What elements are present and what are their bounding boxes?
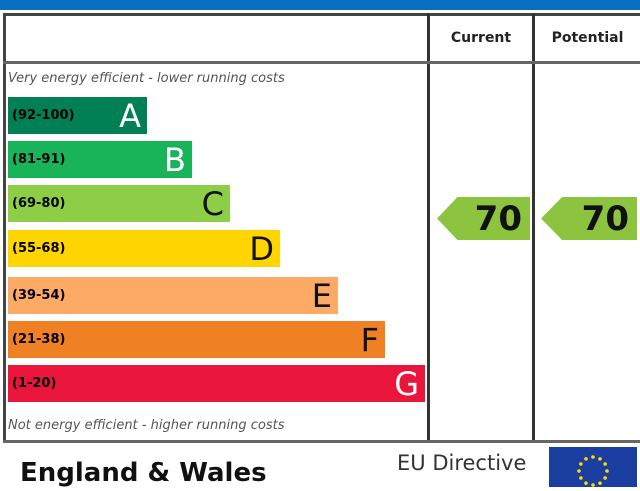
band-f: (21-38) F	[8, 320, 385, 359]
band-d: (55-68) D	[8, 229, 280, 268]
band-letter: B	[164, 140, 186, 179]
band-letter: F	[360, 320, 379, 359]
band-letter: D	[249, 229, 274, 268]
potential-rating-arrow: 70	[541, 197, 637, 240]
current-header: Current	[450, 30, 512, 46]
divider	[427, 13, 430, 443]
band-range: (55-68)	[12, 241, 66, 256]
band-letter: C	[201, 184, 224, 223]
eu-flag-icon	[549, 447, 637, 487]
band-range: (92-100)	[12, 108, 75, 123]
potential-header: Potential	[551, 30, 624, 46]
band-letter: A	[119, 96, 141, 135]
band-c: (69-80) C	[8, 184, 230, 223]
band-range: (39-54)	[12, 288, 66, 303]
bottom-note: Not energy efficient - higher running co…	[8, 418, 285, 433]
band-e: (39-54) E	[8, 276, 338, 315]
band-a: (92-100) A	[8, 96, 147, 135]
divider	[3, 440, 640, 443]
band-range: (69-80)	[12, 196, 66, 211]
divider	[532, 13, 535, 443]
band-letter: G	[394, 364, 419, 403]
band-letter: E	[311, 276, 332, 315]
eu-directive-label: EU Directive	[397, 451, 527, 475]
band-range: (81-91)	[12, 152, 66, 167]
band-b: (81-91) B	[8, 140, 192, 179]
divider	[3, 61, 640, 64]
band-g: (1-20) G	[8, 364, 425, 403]
top-note: Very energy efficient - lower running co…	[8, 71, 285, 86]
title-bar	[0, 0, 640, 10]
current-rating-arrow: 70	[437, 197, 530, 240]
band-range: (1-20)	[12, 376, 57, 391]
band-range: (21-38)	[12, 332, 66, 347]
region-label: England & Wales	[20, 458, 267, 488]
